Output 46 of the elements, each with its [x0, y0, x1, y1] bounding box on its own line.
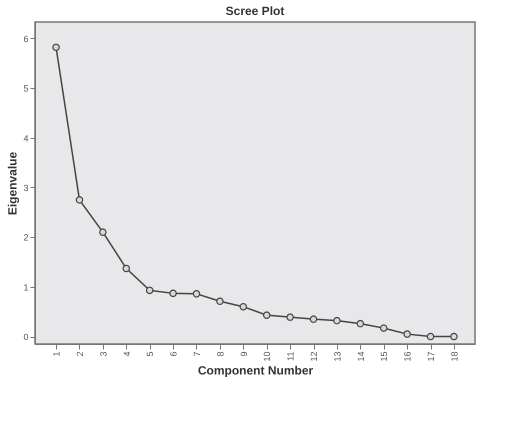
y-tick-label: 3	[23, 182, 28, 193]
x-tick-label: 6	[168, 352, 179, 357]
point	[450, 332, 458, 340]
point	[146, 286, 154, 294]
y-tick-label: 5	[23, 84, 28, 94]
x-tick-label: 12	[309, 352, 320, 362]
x-tick-label: 2	[74, 352, 85, 357]
x-tick-label: 8	[215, 352, 226, 357]
y-tick-label: 4	[23, 133, 28, 144]
point	[76, 196, 84, 204]
x-tick-label: 7	[192, 352, 202, 357]
x-tick-label: 9	[238, 352, 249, 357]
point	[122, 264, 130, 272]
x-tick-label: 11	[286, 352, 296, 361]
x-tick-label: 5	[145, 352, 156, 357]
x-tick-label: 14	[356, 352, 366, 362]
x-tick-label: 17	[426, 352, 436, 362]
point	[262, 311, 270, 319]
y-tick-label: 1	[23, 282, 28, 292]
chart-title: Scree Plot	[226, 4, 284, 18]
x-tick-label: 18	[449, 352, 460, 362]
point	[99, 228, 107, 236]
point	[333, 316, 341, 324]
point	[240, 302, 248, 310]
y-tick-label: 6	[23, 34, 28, 44]
point	[426, 332, 434, 340]
x-axis-title: Component Number	[198, 364, 314, 378]
x-tick-label: 15	[379, 352, 390, 362]
x-tick-label: 16	[402, 352, 413, 362]
y-axis-title: Eigenvalue	[5, 151, 20, 216]
x-tick-label: 13	[332, 352, 342, 362]
point	[403, 330, 411, 338]
x-tick-label: 3	[98, 352, 108, 357]
point	[192, 290, 200, 298]
x-tick-label: 1	[52, 352, 62, 357]
point	[286, 313, 294, 321]
point	[216, 298, 224, 306]
point	[310, 315, 318, 323]
point	[356, 320, 364, 328]
y-tick-label: 2	[23, 232, 28, 243]
y-tick-label: 0	[23, 332, 28, 342]
point	[52, 44, 60, 52]
point	[169, 290, 177, 298]
point	[380, 324, 388, 332]
x-tick-label: 10	[262, 352, 272, 362]
x-tick-label: 4	[122, 352, 132, 357]
